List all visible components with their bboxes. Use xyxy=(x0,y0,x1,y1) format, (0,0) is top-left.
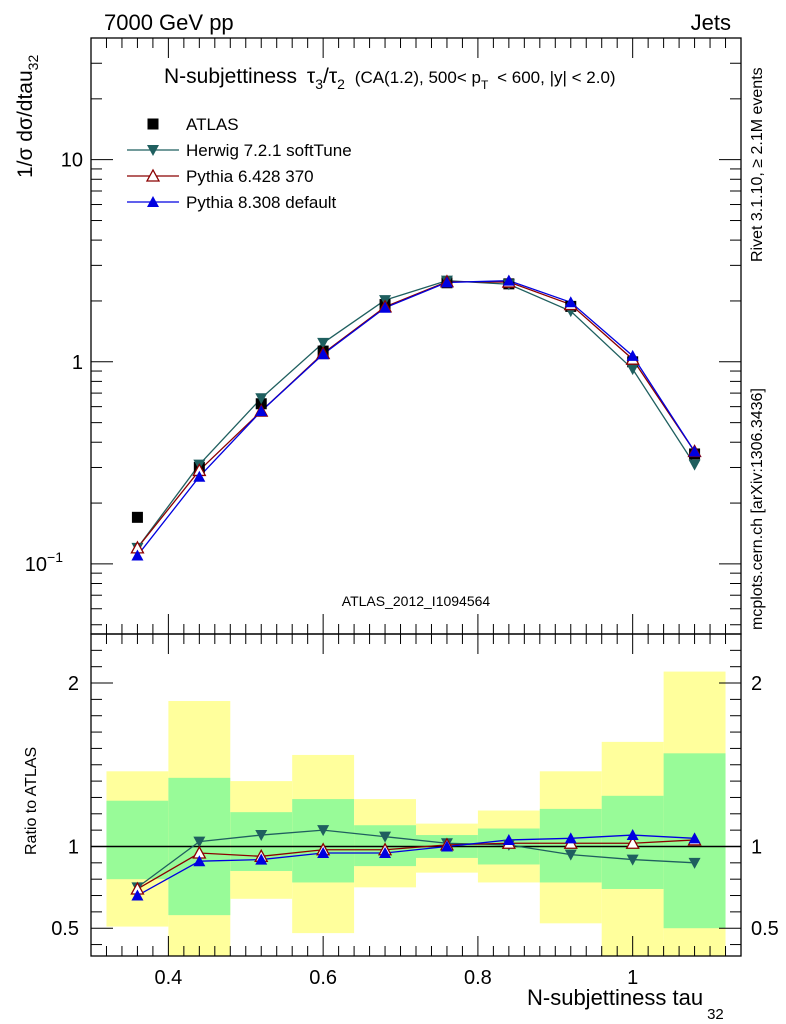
x-tick-label: 0.4 xyxy=(154,967,182,989)
series-1-ratio-line xyxy=(137,839,695,890)
legend-marker-atlas xyxy=(147,118,159,130)
chart-title-slash: / xyxy=(323,65,329,88)
series-2-line xyxy=(136,280,696,556)
ratio-band-inner xyxy=(292,799,355,883)
y-axis-label: 1/σ dσ/dtau32 xyxy=(14,55,41,178)
y-tick-label-exp: −1 xyxy=(47,549,63,565)
header-process-label: Jets xyxy=(691,10,731,35)
legend-label: Pythia 8.308 default xyxy=(186,193,337,212)
chart-title-tail: < 600, |y| < 2.0) xyxy=(497,68,615,87)
legend-marker xyxy=(145,168,161,182)
analysis-watermark: ATLAS_2012_I1094564 xyxy=(342,593,491,609)
series-2-ratio-point xyxy=(317,847,330,859)
ratio-y-axis-label: Ratio to ATLAS xyxy=(23,747,40,855)
series-0-ratio-point xyxy=(379,831,392,843)
x-tick-label: 1 xyxy=(627,967,638,989)
y-tick-label-base: 1 xyxy=(72,352,83,374)
series-2-ratio-point xyxy=(131,889,144,901)
ratio-band-inner xyxy=(106,800,169,880)
legend-item-0: Herwig 7.2.1 softTune xyxy=(127,141,352,160)
chart-title-tau3: τ xyxy=(307,65,316,88)
y-tick-label: 10 xyxy=(61,150,83,172)
series-0-ratio-point xyxy=(688,857,701,869)
series-2-point xyxy=(502,274,515,286)
series-1-ratio-point xyxy=(625,835,640,849)
series-2-ratio-point xyxy=(502,833,515,845)
series-0-point xyxy=(317,337,330,349)
series-1-line xyxy=(136,281,696,549)
legend-marker xyxy=(147,145,159,156)
chart-title-rest: (CA(1.2), 500< p xyxy=(355,68,481,87)
series-0-ratio-point xyxy=(255,830,268,842)
y-axis-label-sub: 32 xyxy=(25,55,41,71)
legend: ATLAS Herwig 7.2.1 softTune Pythia 6.428 3… xyxy=(127,115,352,212)
series-2-point xyxy=(193,470,206,482)
series-0-ratio-point xyxy=(317,825,330,837)
y-axis-label-main: 1/σ dσ/dtau xyxy=(14,70,37,178)
x-axis-label-main: N-subjettiness tau xyxy=(527,985,703,1010)
ratio-y-tick-label-right: 1 xyxy=(751,836,762,858)
ratio-panel: 0.4 0.6 0.8 1 0.5 0.5 1 1 2 2 xyxy=(51,633,779,989)
ratio-y-tick-label-right: 2 xyxy=(751,673,762,695)
legend-label-atlas: ATLAS xyxy=(186,115,239,134)
series-2-point xyxy=(255,405,268,417)
series-2-point xyxy=(688,445,701,457)
chart-title: N-subjettiness τ3/τ2 (CA(1.2), 500< pT <… xyxy=(164,65,616,94)
series-0-line xyxy=(136,280,696,549)
x-axis-label-sub: 32 xyxy=(707,1006,724,1023)
series-0-ratio-point xyxy=(626,854,639,866)
series-2-point xyxy=(131,549,144,561)
legend-marker xyxy=(147,196,159,207)
series-0-ratio-point xyxy=(193,836,206,848)
y-tick-label-base: 10 xyxy=(25,554,47,576)
chart-title-tau2: τ xyxy=(329,65,338,88)
series-2-point xyxy=(564,296,577,308)
mcplots-label: mcplots.cern.ch [arXiv:1306.3436] xyxy=(749,388,766,630)
series-2-ratio-point xyxy=(379,847,392,859)
x-tick-label: 0.6 xyxy=(309,967,337,989)
legend-item-atlas: ATLAS xyxy=(147,115,239,134)
series-2-ratio-point xyxy=(255,853,268,865)
legend-label: Herwig 7.2.1 softTune xyxy=(186,141,352,160)
ratio-y-tick-label: 1 xyxy=(68,836,79,858)
series-2-ratio-point xyxy=(626,829,639,841)
ratio-y-tick-label-right: 0.5 xyxy=(751,918,779,940)
chart-title-sub3: 3 xyxy=(315,76,323,92)
chart-title-main: N-subjettiness xyxy=(164,65,297,88)
series-0-ratio-point xyxy=(564,849,577,861)
series-0-point xyxy=(688,459,701,471)
series-0-ratio-line xyxy=(137,829,695,888)
series-2-point xyxy=(626,349,639,361)
legend-item-2: Pythia 8.308 default xyxy=(127,193,337,212)
series-2-point xyxy=(440,276,453,288)
y-tick-label: 1 xyxy=(72,352,83,374)
ratio-y-tick-label: 2 xyxy=(68,673,79,695)
chart-title-subT: T xyxy=(481,78,489,92)
x-axis-label: N-subjettiness tau32 xyxy=(527,985,724,1023)
legend-item-1: Pythia 6.428 370 xyxy=(127,167,314,186)
series-2-ratio-point xyxy=(688,832,701,844)
series-2-ratio-point xyxy=(193,855,206,867)
series-2-ratio-point xyxy=(564,832,577,844)
ratio-y-tick-label: 0.5 xyxy=(51,918,79,940)
atlas-point xyxy=(131,511,143,523)
header-energy-label: 7000 GeV pp xyxy=(104,10,234,35)
x-tick-label: 0.8 xyxy=(464,967,492,989)
rivet-label: Rivet 3.1.10, ≥ 2.1M events xyxy=(749,67,766,262)
series-2-ratio-line xyxy=(137,834,695,897)
series-2-point xyxy=(317,348,330,360)
chart-title-sub2: 2 xyxy=(337,76,345,92)
series-0-point xyxy=(626,364,639,376)
series-2-ratio-point xyxy=(440,840,453,852)
legend-label: Pythia 6.428 370 xyxy=(186,167,314,186)
y-tick-label-base: 10 xyxy=(61,150,83,172)
series-2-point xyxy=(379,301,392,313)
y-tick-label: 10−1 xyxy=(25,549,63,576)
series-0-point xyxy=(255,393,268,405)
